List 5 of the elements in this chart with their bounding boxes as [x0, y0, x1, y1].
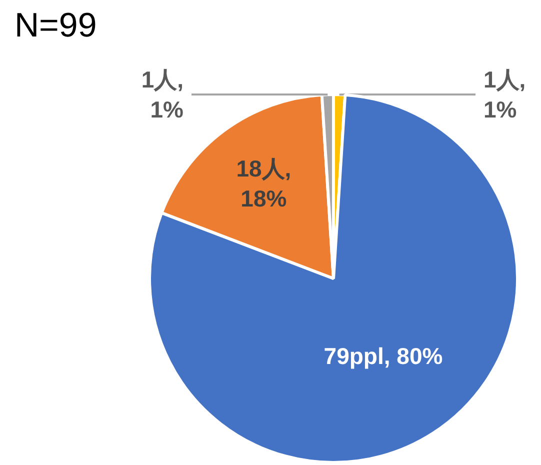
- data-label: 79ppl, 80%: [324, 342, 443, 369]
- data-label: 1人, 1%: [141, 66, 184, 122]
- data-label: 1人, 1%: [484, 66, 526, 122]
- data-label: 18人, 18%: [236, 156, 292, 212]
- chart-title: N=99: [14, 6, 97, 44]
